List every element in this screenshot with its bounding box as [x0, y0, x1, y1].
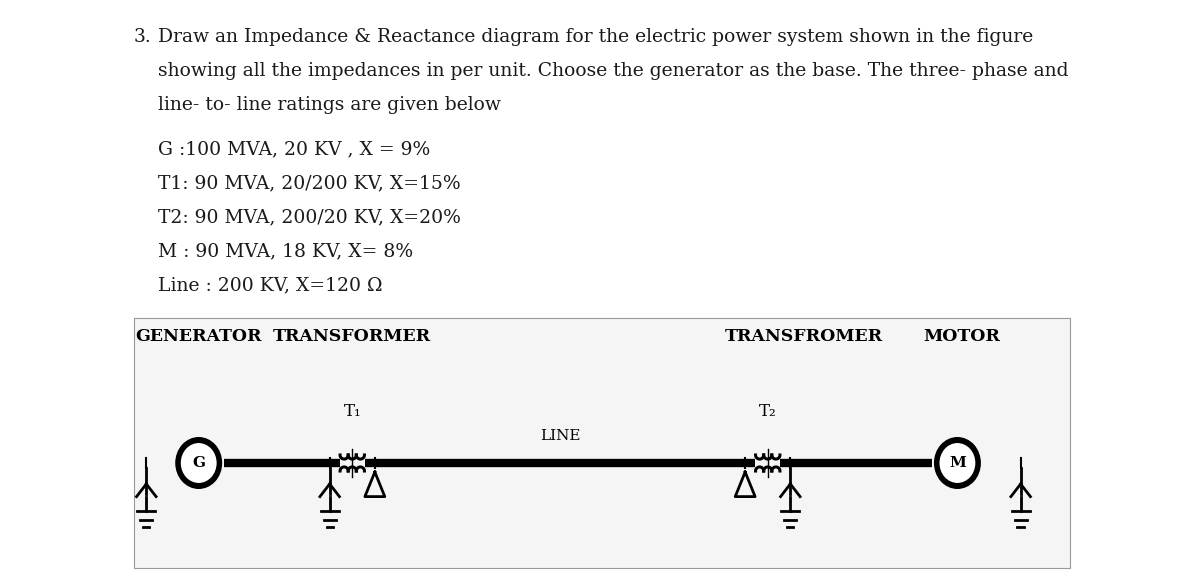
Text: M : 90 MVA, 18 KV, X= 8%: M : 90 MVA, 18 KV, X= 8% [158, 242, 413, 260]
Circle shape [934, 437, 980, 489]
Text: M: M [949, 456, 966, 470]
Text: G: G [192, 456, 205, 470]
Text: T1: 90 MVA, 20/200 KV, X=15%: T1: 90 MVA, 20/200 KV, X=15% [158, 174, 461, 192]
Circle shape [180, 442, 217, 484]
Text: Draw an Impedance & Reactance diagram for the electric power system shown in the: Draw an Impedance & Reactance diagram fo… [158, 28, 1033, 46]
Circle shape [175, 437, 222, 489]
Text: TRANSFORMER: TRANSFORMER [274, 328, 431, 345]
Text: T2: 90 MVA, 200/20 KV, X=20%: T2: 90 MVA, 200/20 KV, X=20% [158, 208, 461, 226]
Text: MOTOR: MOTOR [924, 328, 1001, 345]
FancyBboxPatch shape [133, 318, 1070, 568]
Text: showing all the impedances in per unit. Choose the generator as the base. The th: showing all the impedances in per unit. … [158, 62, 1068, 80]
Text: line- to- line ratings are given below: line- to- line ratings are given below [158, 96, 500, 114]
Text: G :100 MVA, 20 KV , X = 9%: G :100 MVA, 20 KV , X = 9% [158, 140, 431, 158]
Text: LINE: LINE [540, 429, 581, 443]
Text: 3.: 3. [133, 28, 151, 46]
Circle shape [938, 442, 977, 484]
Text: T₁: T₁ [343, 403, 361, 420]
Text: Line : 200 KV, X=120 Ω: Line : 200 KV, X=120 Ω [158, 276, 383, 294]
Text: T₂: T₂ [758, 403, 776, 420]
Text: TRANSFROMER: TRANSFROMER [725, 328, 883, 345]
Text: GENERATOR: GENERATOR [136, 328, 262, 345]
